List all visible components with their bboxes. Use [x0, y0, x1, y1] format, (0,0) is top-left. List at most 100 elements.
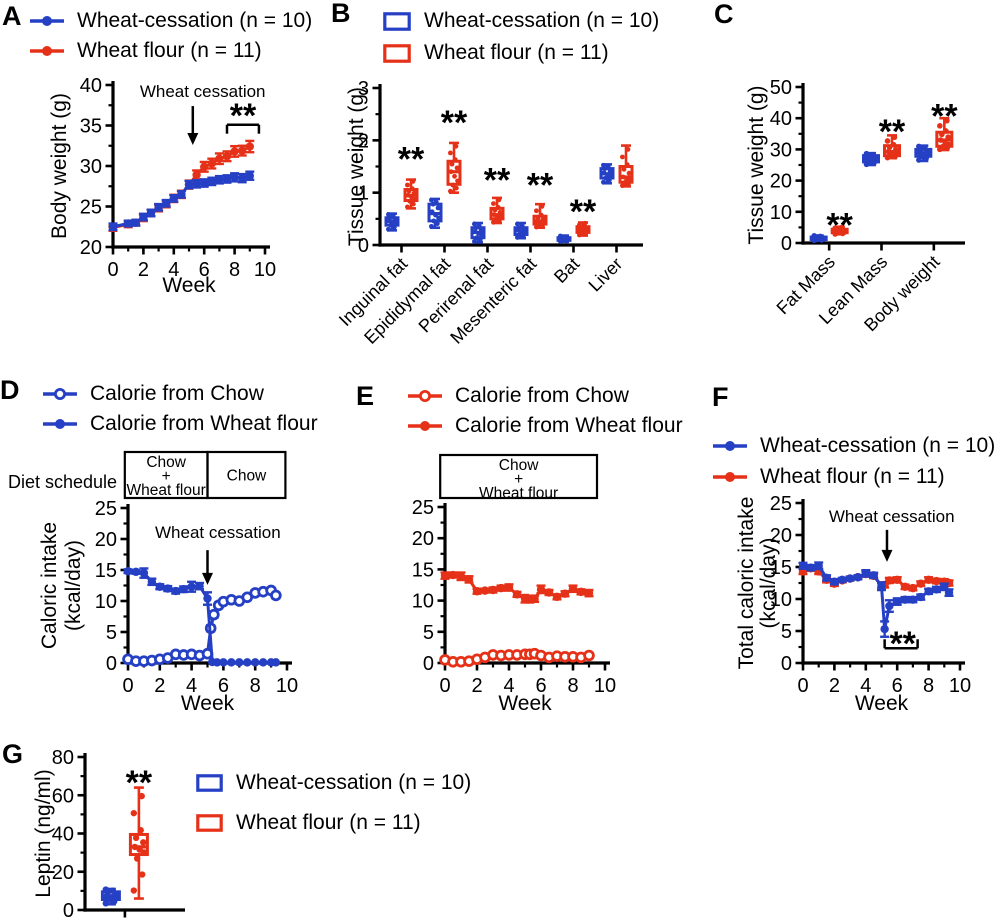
y-tick-label: 20	[52, 862, 74, 884]
legend-label: Wheat flour (n = 11)	[424, 41, 609, 64]
annotation-wheat-cessation: Wheat cessation	[140, 82, 266, 145]
y-tick-label: 10	[95, 591, 117, 613]
x-tick-label: 4	[503, 675, 514, 697]
legend-label: Calorie from Chow	[455, 384, 629, 407]
legend-marker-line-dot-open	[408, 390, 442, 402]
significance-stars: **	[484, 161, 511, 199]
x-tick-label: 2	[829, 675, 840, 697]
y-tick-label: 0	[781, 653, 792, 675]
legend-marker-open-rect	[196, 774, 223, 792]
diet-schedule-label: Diet schedule	[8, 472, 117, 492]
series-calorie-from-chow	[122, 584, 282, 667]
legend-marker-line-dot-filled	[43, 419, 77, 429]
annotation-wheat-cessation: Wheat cessation	[829, 507, 955, 562]
legend-label: Wheat-cessation (n = 10)	[236, 771, 472, 794]
y-tick-label: 5	[423, 622, 434, 644]
box-group-wheat-flour	[403, 141, 634, 238]
legend-item: Calorie from Wheat flour	[408, 411, 683, 441]
y-tick-label: 15	[412, 559, 434, 581]
series-wheat-cessation	[798, 561, 954, 638]
legend-marker-line-dot-filled	[713, 440, 747, 451]
diet-schedule: Chow+Wheat flour	[439, 453, 599, 502]
diet-schedule-text: Chow	[146, 454, 186, 471]
y-tick-label: 30	[770, 139, 792, 161]
panel-label-B: B	[331, 0, 351, 28]
y-tick-label: 15	[770, 557, 792, 579]
y-tick-label: 40	[80, 75, 102, 97]
annotation-wheat-cessation: Wheat cessation	[155, 523, 281, 585]
y-tick-label: 60	[52, 785, 74, 807]
x-tick-label: 10	[254, 259, 276, 281]
legend-item: Wheat flour (n = 11)	[30, 36, 312, 66]
y-tick-label: 25	[770, 493, 792, 515]
y-axis-label: Total caloric intake	[735, 497, 758, 670]
legend-marker-open-rect	[383, 43, 411, 63]
legend-label: Calorie from Wheat flour	[455, 414, 683, 437]
legend-panel-a: Wheat-cessation (n = 10) Wheat flour (n =…	[30, 6, 312, 66]
x-tick-label: 10	[594, 675, 616, 697]
y-tick-label: 0	[423, 653, 434, 675]
series-calorie-from-wheat-flour	[123, 567, 281, 667]
legend-label: Wheat flour (n = 11)	[236, 811, 421, 834]
y-tick-label: 0	[358, 235, 369, 257]
legend-panel-b: Wheat-cessation (n = 10) Wheat flour (n =…	[383, 5, 659, 69]
y-tick-label: 10	[770, 589, 792, 611]
box-group-wheat-flour	[830, 116, 954, 237]
y-axis-label: Caloric intake	[38, 522, 61, 649]
legend-item: Wheat flour (n = 11)	[383, 37, 659, 69]
legend-item: Calorie from Chow	[408, 381, 683, 411]
y-tick-label: 25	[95, 498, 117, 520]
x-tick-label: 0	[122, 675, 133, 697]
diet-schedule-text: Wheat flour	[127, 482, 206, 499]
x-axis-label: Week	[181, 692, 235, 715]
panel-label-C: C	[714, 0, 734, 29]
significance-stars: **	[879, 113, 906, 151]
x-axis-label: Week	[498, 692, 552, 715]
x-tick-label: 4	[186, 675, 197, 697]
x-tick-label: 6	[218, 675, 229, 697]
y-tick-label: 5	[781, 621, 792, 643]
y-tick-label: 10	[412, 591, 434, 613]
y-tick-label: 20	[770, 525, 792, 547]
legend-item: Wheat flour (n = 11)	[713, 461, 995, 492]
series-wheat-cessation	[108, 170, 255, 232]
y-tick-label: 40	[770, 108, 792, 130]
x-tick-label: 8	[567, 675, 578, 697]
y-tick-label: 50	[770, 77, 792, 99]
x-axis-label: Week	[855, 692, 909, 715]
y-tick-label: 15	[95, 560, 117, 582]
significance-bracket: **	[883, 625, 919, 663]
y-tick-label: 40	[52, 824, 74, 846]
y-tick-label: 20	[412, 528, 434, 550]
significance-stars: **	[826, 207, 853, 245]
chart-body-weight: 20 25 30 35 40 0 2 4 6 8 10 Body weight (g) Week Whea…	[48, 75, 276, 297]
box-group-wheat-flour	[128, 786, 149, 900]
diet-schedule-text: Chow	[227, 468, 267, 485]
legend-panel-e: Calorie from Chow Calorie from Wheat flou…	[408, 381, 683, 441]
legend-item: Wheat-cessation (n = 10)	[30, 6, 312, 36]
legend-item: Calorie from Chow	[43, 379, 318, 409]
series-wheat-flour	[108, 139, 255, 233]
significance-stars: **	[230, 97, 257, 135]
y-tick-label: 5	[106, 622, 117, 644]
x-tick-label: 10	[949, 675, 971, 697]
x-tick-label: 2	[471, 675, 482, 697]
x-tick-label: 6	[535, 675, 546, 697]
significance-stars: **	[570, 193, 597, 231]
diet-schedule-text: +	[162, 468, 171, 485]
y-axis-label: Body weight (g)	[48, 93, 71, 239]
y-tick-label: 1	[358, 183, 369, 205]
series-calorie-from-chow	[439, 647, 595, 668]
legend-label: Wheat-cessation (n = 10)	[77, 9, 313, 32]
significance-stars: **	[441, 104, 468, 142]
y-tick-label: 3	[358, 78, 369, 100]
significance-stars: **	[398, 140, 425, 178]
category-label: Liver	[585, 254, 627, 296]
x-axis-label: Week	[162, 274, 216, 297]
x-tick-label: 6	[892, 675, 903, 697]
